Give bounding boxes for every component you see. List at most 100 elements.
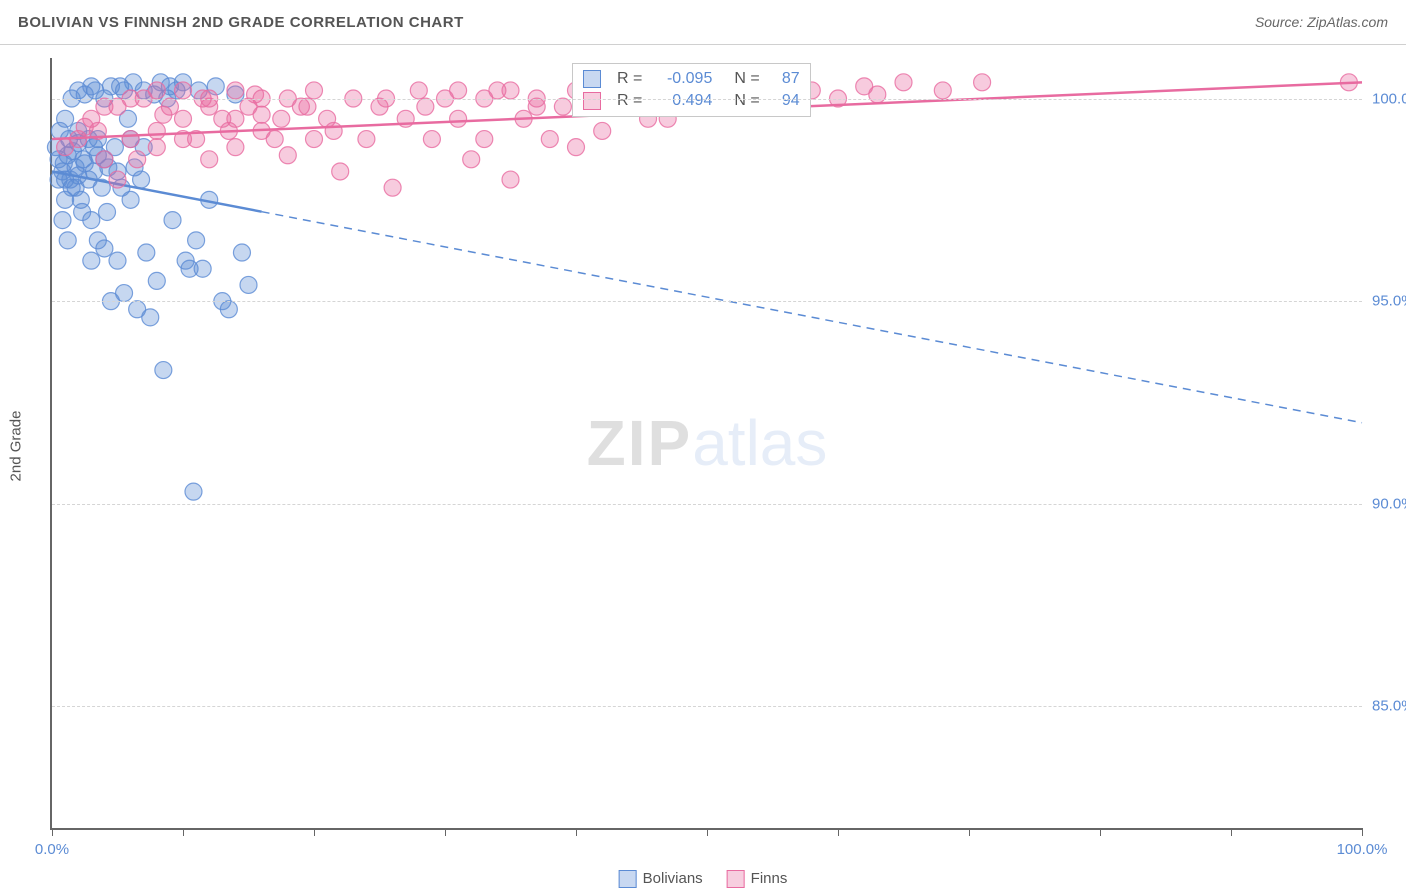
scatter-point bbox=[306, 82, 323, 99]
scatter-point bbox=[83, 78, 100, 95]
scatter-point bbox=[99, 204, 116, 221]
scatter-point bbox=[194, 260, 211, 277]
scatter-point bbox=[96, 151, 113, 168]
scatter-point bbox=[528, 98, 545, 115]
scatter-point bbox=[148, 139, 165, 156]
scatter-point bbox=[188, 232, 205, 249]
stats-r-label: R = bbox=[617, 70, 642, 88]
scatter-point bbox=[227, 82, 244, 99]
x-tick bbox=[707, 828, 708, 836]
scatter-point bbox=[185, 483, 202, 500]
stats-r-value: -0.095 bbox=[652, 70, 712, 88]
scatter-point bbox=[384, 179, 401, 196]
scatter-point bbox=[155, 362, 172, 379]
scatter-point bbox=[895, 74, 912, 91]
legend-label: Finns bbox=[751, 870, 788, 887]
scatter-point bbox=[155, 106, 172, 123]
scatter-point bbox=[934, 82, 951, 99]
legend-bottom: Bolivians Finns bbox=[619, 870, 788, 888]
gridline bbox=[52, 99, 1362, 100]
stats-r-value: 0.494 bbox=[652, 92, 712, 110]
legend-label: Bolivians bbox=[643, 870, 703, 887]
plot-area: ZIPatlas R =-0.095N =87R =0.494N =94 85.… bbox=[50, 58, 1362, 830]
x-tick-label: 100.0% bbox=[1337, 841, 1388, 858]
scatter-point bbox=[476, 131, 493, 148]
y-tick-label: 90.0% bbox=[1372, 495, 1406, 512]
scatter-point bbox=[502, 171, 519, 188]
chart-svg bbox=[52, 58, 1362, 828]
x-tick bbox=[1231, 828, 1232, 836]
scatter-point bbox=[253, 106, 270, 123]
scatter-point bbox=[299, 98, 316, 115]
trend-line-dashed bbox=[262, 212, 1362, 423]
scatter-point bbox=[175, 82, 192, 99]
scatter-point bbox=[175, 110, 192, 127]
x-tick bbox=[1362, 828, 1363, 836]
scatter-point bbox=[59, 232, 76, 249]
source-label: Source: ZipAtlas.com bbox=[1255, 14, 1388, 30]
scatter-point bbox=[358, 131, 375, 148]
scatter-point bbox=[463, 151, 480, 168]
scatter-point bbox=[450, 110, 467, 127]
scatter-point bbox=[410, 82, 427, 99]
scatter-point bbox=[74, 204, 91, 221]
stats-n-label: N = bbox=[734, 70, 759, 88]
stats-swatch bbox=[583, 70, 601, 88]
legend-swatch bbox=[619, 870, 637, 888]
scatter-point bbox=[502, 82, 519, 99]
gridline bbox=[52, 706, 1362, 707]
scatter-point bbox=[568, 139, 585, 156]
x-tick bbox=[969, 828, 970, 836]
stats-n-value: 94 bbox=[770, 92, 800, 110]
scatter-point bbox=[974, 74, 991, 91]
stats-row: R = -0.095 N = 87 bbox=[583, 68, 800, 90]
gridline bbox=[52, 301, 1362, 302]
stats-r-label: R = bbox=[617, 92, 642, 110]
scatter-point bbox=[122, 131, 139, 148]
x-tick bbox=[576, 828, 577, 836]
scatter-point bbox=[116, 285, 133, 302]
scatter-point bbox=[164, 212, 181, 229]
scatter-point bbox=[869, 86, 886, 103]
scatter-point bbox=[51, 122, 68, 139]
scatter-point bbox=[240, 276, 257, 293]
scatter-point bbox=[96, 240, 113, 257]
scatter-point bbox=[554, 98, 571, 115]
y-tick-label: 100.0% bbox=[1372, 90, 1406, 107]
x-tick bbox=[183, 828, 184, 836]
scatter-point bbox=[227, 139, 244, 156]
scatter-point bbox=[129, 151, 146, 168]
scatter-point bbox=[220, 301, 237, 318]
scatter-point bbox=[109, 171, 126, 188]
scatter-point bbox=[233, 244, 250, 261]
scatter-point bbox=[83, 252, 100, 269]
legend-item: Finns bbox=[727, 870, 788, 888]
scatter-point bbox=[306, 131, 323, 148]
x-tick-label: 0.0% bbox=[35, 841, 69, 858]
scatter-point bbox=[109, 252, 126, 269]
scatter-point bbox=[54, 212, 71, 229]
scatter-point bbox=[142, 309, 159, 326]
chart-header: BOLIVIAN VS FINNISH 2ND GRADE CORRELATIO… bbox=[0, 0, 1406, 45]
scatter-point bbox=[417, 98, 434, 115]
legend-item: Bolivians bbox=[619, 870, 703, 888]
scatter-point bbox=[57, 191, 74, 208]
scatter-point bbox=[96, 98, 113, 115]
scatter-point bbox=[332, 163, 349, 180]
y-tick-label: 95.0% bbox=[1372, 293, 1406, 310]
legend-swatch bbox=[727, 870, 745, 888]
y-tick-label: 85.0% bbox=[1372, 698, 1406, 715]
stats-n-value: 87 bbox=[770, 70, 800, 88]
stats-swatch bbox=[583, 92, 601, 110]
x-tick bbox=[1100, 828, 1101, 836]
stats-box: R =-0.095N =87R =0.494N =94 bbox=[572, 63, 811, 117]
scatter-point bbox=[247, 86, 264, 103]
scatter-point bbox=[148, 272, 165, 289]
scatter-point bbox=[266, 131, 283, 148]
chart-title: BOLIVIAN VS FINNISH 2ND GRADE CORRELATIO… bbox=[18, 14, 464, 31]
scatter-point bbox=[450, 82, 467, 99]
scatter-point bbox=[423, 131, 440, 148]
x-tick bbox=[838, 828, 839, 836]
x-tick bbox=[445, 828, 446, 836]
scatter-point bbox=[148, 122, 165, 139]
